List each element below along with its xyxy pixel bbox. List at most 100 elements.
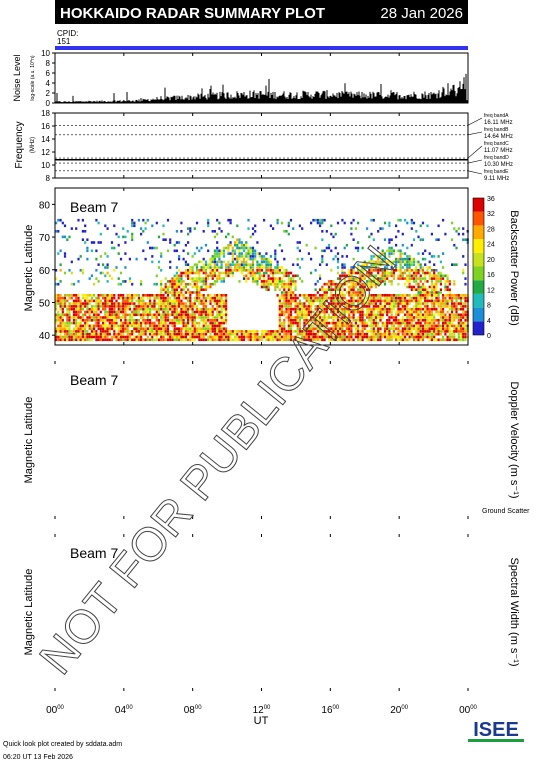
heatmap-cell [341,271,344,275]
heatmap-cell [319,310,322,314]
heatmap-cell [166,310,170,314]
heatmap-cell [272,227,275,230]
heatmap-cell [184,321,187,325]
heatmap-cell [249,338,252,342]
heatmap-cell [102,316,105,319]
heatmap-cell [334,288,337,291]
heatmap-cell [198,307,201,311]
heatmap-cell [251,330,255,333]
heatmap-cell [106,327,109,330]
heatmap-cell [435,338,438,342]
heatmap-cell [464,296,467,300]
heatmap-cell [310,294,313,297]
heatmap-cell [430,291,433,294]
heatmap-cell [446,294,449,297]
heatmap-cell [63,305,67,308]
heatmap-cell [59,324,62,328]
heatmap-cell [240,335,243,339]
heatmap-cell [336,299,340,303]
heatmap-cell [366,274,369,278]
heatmap-cell [442,302,445,305]
heatmap-cell [79,255,82,258]
heatmap-cell [220,338,223,342]
heatmap-cell [426,299,429,303]
heatmap-cell [372,282,375,286]
heatmap-cell [379,310,382,314]
heatmap-cell [294,294,297,297]
heatmap-cell [399,310,402,314]
heatmap-cell [298,266,301,269]
heatmap-cell [287,285,290,289]
heatmap-cell [421,335,425,339]
heatmap-cell [374,313,378,317]
heatmap-cell [227,338,230,342]
heatmap-cell [198,324,201,328]
heatmap-cell [285,307,288,311]
heatmap-cell [459,316,463,319]
heatmap-cell [59,327,62,330]
heatmap-cell [412,296,416,300]
heatmap-cell [439,330,442,333]
heatmap-cell [88,299,91,303]
heatmap-cell [397,302,400,305]
heatmap-cell [110,296,114,300]
heatmap-cell [204,243,208,247]
heatmap-cell [97,241,100,244]
heatmap-cell [267,288,270,291]
heatmap-cell [108,319,111,322]
heatmap-cell [321,238,324,241]
heatmap-cell [377,335,380,339]
heatmap-cell [366,302,369,305]
heatmap-cell [104,274,107,278]
heatmap-cell [404,305,407,308]
heatmap-cell [412,338,416,342]
heatmap-cell [242,332,246,336]
heatmap-cell [149,294,152,297]
heatmap-cell [195,327,199,330]
heatmap-cell [285,302,288,305]
heatmap-cell [182,335,185,339]
heatmap-cell [274,338,277,342]
heatmap-cell [421,324,425,328]
heatmap-cell [444,296,447,300]
heatmap-cell [417,327,420,330]
heatmap-cell [169,260,172,264]
heatmap-cell [258,263,261,266]
heatmap-cell [446,277,449,280]
heatmap-cell [193,296,196,300]
heatmap-cell [220,332,223,336]
heatmap-cell [325,288,328,291]
heatmap-cell [428,338,431,342]
heatmap-cell [357,282,360,286]
heatmap-cell [191,313,194,317]
heatmap-cell [66,313,69,317]
heatmap-cell [220,321,223,325]
heatmap-cell [439,260,442,264]
heatmap-cell [421,277,425,280]
heatmap-cell [442,266,445,269]
heatmap-cell [61,305,64,308]
heatmap-cell [225,271,228,275]
heatmap-cell [374,282,378,286]
heatmap-cell [361,277,364,280]
heatmap-cell [272,332,275,336]
heatmap-cell [137,330,140,333]
heatmap-cell [430,335,433,339]
heatmap-cell [381,332,384,336]
heatmap-cell [341,263,344,266]
heatmap-cell [216,316,219,319]
heatmap-cell [352,313,355,317]
heatmap-cell [462,271,465,275]
heatmap-cell [444,285,447,289]
heatmap-cell [397,321,400,325]
heatmap-cell [155,307,158,311]
heatmap-cell [419,302,422,305]
heatmap-cell [171,302,174,305]
heatmap-cell [374,321,378,325]
heatmap-cell [390,335,393,339]
heatmap-cell [283,230,286,233]
heatmap-cell [350,291,353,294]
heatmap-cell [437,321,440,325]
heatmap-cell [119,335,123,339]
heatmap-cell [209,319,212,322]
